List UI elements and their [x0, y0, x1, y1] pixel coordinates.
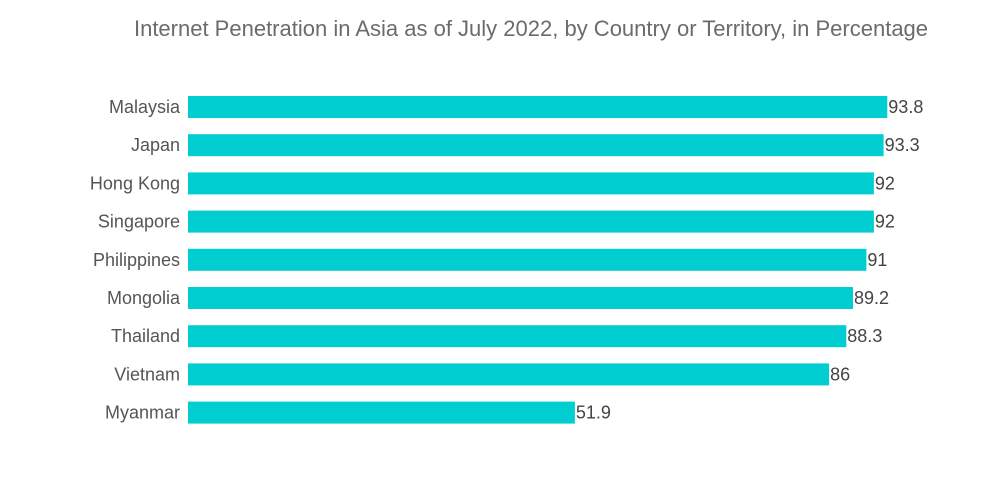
value-label: 88.3 — [847, 326, 882, 346]
value-label: 92 — [875, 212, 895, 232]
chart-title: Internet Penetration in Asia as of July … — [133, 16, 929, 41]
category-label: Hong Kong — [90, 173, 180, 193]
category-label: Japan — [131, 135, 180, 155]
bar-malaysia — [188, 96, 888, 118]
labels-layer: Malaysia 93.8 Japan 93.3 Hong Kong 92 Singapor… — [90, 97, 923, 423]
category-label: Myanmar — [105, 403, 180, 423]
category-label: Malaysia — [109, 97, 181, 117]
value-label: 51.9 — [576, 403, 611, 423]
bar-hong-kong — [188, 172, 874, 195]
bar-vietnam — [188, 363, 830, 386]
value-label: 92 — [875, 173, 895, 193]
category-label: Vietnam — [114, 364, 180, 384]
category-label: Philippines — [93, 250, 180, 270]
value-label: 89.2 — [854, 288, 889, 308]
bar-japan — [188, 134, 884, 157]
value-label: 93.8 — [888, 97, 923, 117]
bar-mongolia — [188, 287, 853, 309]
category-label: Thailand — [111, 326, 180, 346]
category-label: Singapore — [98, 212, 180, 232]
value-label: 93.3 — [885, 135, 920, 155]
bar-philippines — [188, 248, 867, 271]
bar-thailand — [188, 325, 847, 348]
bar-singapore — [188, 210, 874, 233]
value-label: 86 — [830, 364, 850, 384]
category-label: Mongolia — [107, 288, 181, 308]
value-label: 91 — [867, 250, 887, 270]
bars-layer — [188, 96, 888, 424]
bar-myanmar — [188, 401, 575, 424]
